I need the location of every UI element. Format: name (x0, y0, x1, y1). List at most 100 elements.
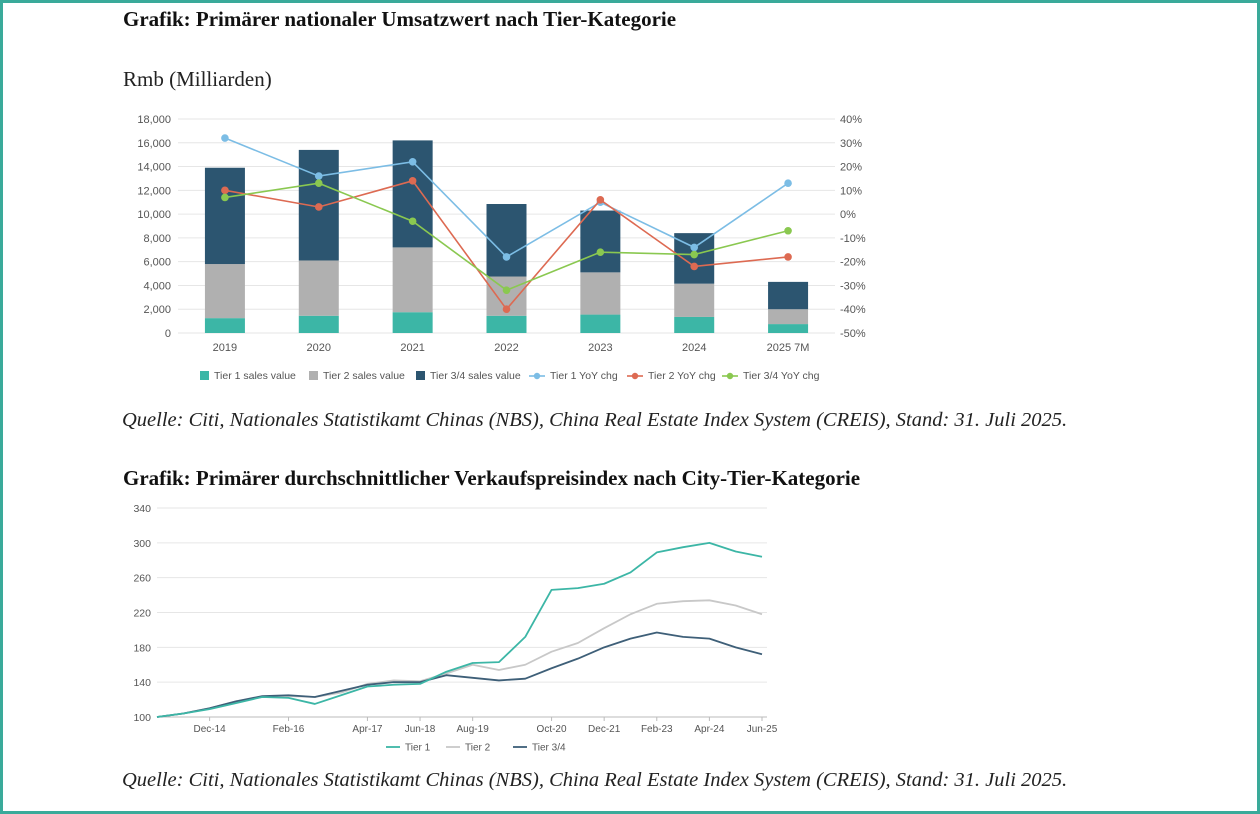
chart1-legend-label: Tier 2 YoY chg (648, 370, 716, 382)
chart2-x-tick-label: Jun-18 (405, 724, 436, 735)
chart1-bar-tier1 (486, 315, 527, 333)
chart2-x-tick-label: Apr-24 (694, 724, 724, 735)
chart1-point-tier1-yoy (408, 158, 417, 166)
chart1-point-tier2-yoy (502, 305, 511, 314)
chart1-legend-marker (726, 372, 734, 380)
chart1-y2-tick-label: 30% (840, 138, 862, 150)
chart2-x-tick-label: Feb-23 (641, 724, 673, 735)
chart1-point-tier34-yoy (408, 217, 417, 226)
chart1-x-tick-label: 2019 (213, 342, 237, 354)
chart2-y-tick-label: 220 (133, 608, 151, 620)
chart2-x-tick-label: Apr-17 (352, 724, 382, 735)
chart1-point-tier1-yoy (314, 172, 323, 180)
chart1-y-tick-label: 0 (165, 328, 171, 340)
chart1-y-tick-label: 2,000 (143, 304, 171, 316)
chart2-legend-label: Tier 2 (465, 743, 491, 754)
chart1-legend-label: Tier 1 YoY chg (550, 370, 618, 382)
chart2-x-tick-label: Dec-21 (588, 724, 621, 735)
chart1-x-tick-label: 2020 (307, 342, 331, 354)
chart1-bar-tier2 (674, 283, 715, 317)
chart1-y2-tick-label: -20% (840, 257, 866, 269)
chart1-legend-label: Tier 3/4 sales value (430, 370, 521, 382)
chart2-legend-label: Tier 1 (405, 743, 431, 754)
chart1-bar-tier34 (204, 167, 245, 265)
chart1-point-tier2-yoy (221, 186, 229, 195)
chart1-point-tier34-yoy (784, 226, 792, 235)
chart1-y-tick-label: 6,000 (143, 257, 171, 269)
chart1-y2-tick-label: 10% (840, 185, 862, 197)
chart1-legend-label: Tier 3/4 YoY chg (743, 370, 820, 382)
chart1-bar-tier1 (580, 314, 621, 333)
chart2-x-tick-label: Feb-16 (273, 724, 305, 735)
chart1-x-tick-label: 2025 7M (767, 342, 810, 354)
chart1-legend-marker (533, 372, 541, 380)
chart1-point-tier1-yoy (502, 253, 511, 261)
chart2-legend-label: Tier 3/4 (532, 743, 566, 754)
chart2-x-tick-label: Oct-20 (537, 724, 567, 735)
chart1-unit-label: Rmb (Milliarden) (123, 67, 272, 91)
chart1-bar-tier2 (768, 309, 809, 325)
chart2-y-tick-label: 180 (133, 642, 151, 654)
chart2-x-tick-label: Jun-25 (747, 724, 778, 735)
chart1-legend-swatch (416, 371, 425, 380)
chart2-y-tick-label: 340 (133, 503, 151, 515)
chart2-title: Grafik: Primärer durchschnittlicher Verk… (123, 466, 861, 490)
chart1-y-tick-label: 4,000 (143, 280, 171, 292)
chart1-bar-tier2 (298, 260, 339, 316)
chart2-line-tier34 (156, 631, 763, 718)
chart1-point-tier2-yoy (314, 203, 323, 211)
chart2-y-tick-label: 260 (133, 573, 151, 585)
chart1-x-tick-label: 2023 (588, 342, 612, 354)
chart1-y2-tick-label: -50% (840, 328, 866, 340)
chart1-y2-tick-label: 40% (840, 114, 862, 126)
chart2-y-tick-label: 300 (133, 538, 151, 550)
chart2-line-tier1 (156, 541, 763, 718)
chart1-point-tier34-yoy (690, 250, 699, 259)
chart1-point-tier34-yoy (596, 248, 605, 256)
chart2-y-tick-label: 140 (133, 677, 151, 689)
chart1-bar-tier1 (768, 324, 809, 333)
chart1-y-tick-label: 16,000 (137, 138, 171, 150)
chart1-bar-tier2 (580, 272, 621, 315)
chart1-bar-tier2 (204, 264, 245, 319)
chart1-point-tier1-yoy (690, 243, 699, 252)
chart1-y-tick-label: 18,000 (137, 114, 171, 126)
chart1-bar-tier34 (580, 210, 621, 273)
chart1-legend-swatch (200, 371, 209, 380)
chart1-legend-label: Tier 2 sales value (323, 370, 405, 382)
chart1-bar-tier1 (674, 316, 715, 333)
chart1-bar-tier34 (768, 281, 809, 310)
chart1-point-tier2-yoy (784, 253, 792, 261)
chart1-legend-marker (631, 372, 639, 380)
chart1-y-tick-label: 8,000 (143, 233, 171, 245)
chart1-legend-swatch (309, 371, 318, 380)
chart1-y2-tick-label: 0% (840, 209, 856, 221)
chart1-point-tier2-yoy (408, 177, 417, 185)
chart1-bar-tier2 (392, 247, 433, 313)
chart1-y2-tick-label: -10% (840, 233, 866, 245)
chart1-y-tick-label: 12,000 (137, 185, 171, 197)
chart1-point-tier34-yoy (502, 286, 511, 295)
chart1-point-tier1-yoy (784, 179, 792, 187)
chart1-y-tick-label: 10,000 (137, 209, 171, 221)
chart1-bar-tier1 (392, 312, 433, 333)
chart1-point-tier1-yoy (221, 134, 229, 142)
chart1-y2-tick-label: -40% (840, 304, 866, 316)
chart1-point-tier34-yoy (221, 193, 229, 202)
chart1-bar-tier1 (204, 318, 245, 333)
chart2-x-tick-label: Aug-19 (457, 724, 490, 735)
chart2-x-tick-label: Dec-14 (193, 724, 226, 735)
chart1-legend-label: Tier 1 sales value (214, 370, 296, 382)
chart1-point-tier34-yoy (314, 179, 323, 187)
chart1-bar-tier1 (298, 315, 339, 333)
chart1-point-tier2-yoy (596, 196, 605, 204)
chart1-bar-tier34 (486, 204, 527, 277)
chart1-source-note: Quelle: Citi, Nationales Statistikamt Ch… (122, 409, 1068, 431)
chart2-y-tick-label: 100 (133, 712, 151, 724)
chart1-y2-tick-label: 20% (840, 162, 862, 174)
chart1-point-tier2-yoy (690, 262, 699, 271)
chart2-source-note: Quelle: Citi, Nationales Statistikamt Ch… (122, 769, 1068, 791)
chart1-y-tick-label: 14,000 (137, 162, 171, 174)
